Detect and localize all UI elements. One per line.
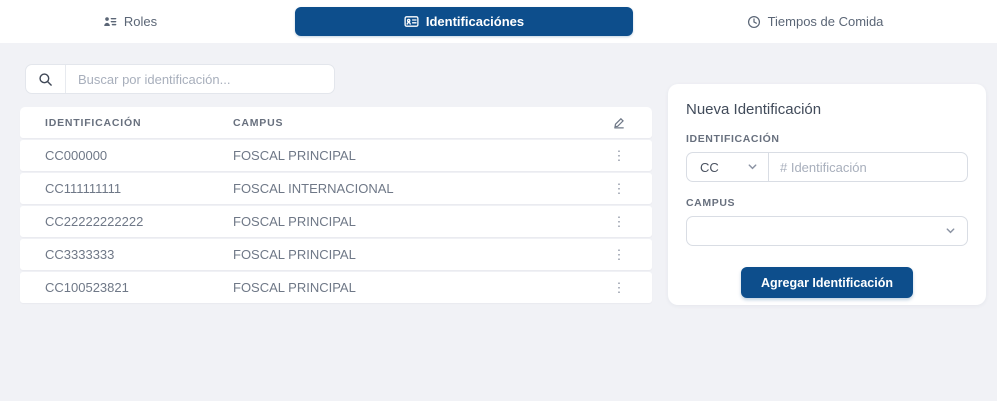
row-menu-button[interactable]: ⋮: [607, 147, 632, 164]
roles-icon: [103, 15, 117, 29]
tab-roles[interactable]: Roles: [20, 0, 240, 43]
row-menu-button[interactable]: ⋮: [607, 213, 632, 230]
row-menu-button[interactable]: ⋮: [607, 246, 632, 263]
row-campus: FOSCAL PRINCIPAL: [233, 214, 356, 229]
tab-tiempos-label: Tiempos de Comida: [767, 14, 884, 29]
row-identificacion: CC111111111: [45, 181, 122, 196]
table-row: CC100523821 FOSCAL PRINCIPAL ⋮: [20, 272, 652, 303]
panel-title: Nueva Identificación: [686, 101, 822, 118]
table-row: CC22222222222 FOSCAL PRINCIPAL ⋮: [20, 206, 652, 237]
search-input[interactable]: [66, 65, 334, 93]
edit-icon: [586, 116, 652, 130]
identificacion-label: IDENTIFICACIÓN: [686, 133, 780, 145]
table-row: CC111111111 FOSCAL INTERNACIONAL ⋮: [20, 173, 652, 204]
campus-select[interactable]: [686, 216, 968, 246]
id-type-select[interactable]: CC: [686, 152, 768, 182]
table-row: CC3333333 FOSCAL PRINCIPAL ⋮: [20, 239, 652, 270]
row-menu-button[interactable]: ⋮: [607, 279, 632, 296]
row-identificacion: CC3333333: [45, 247, 115, 262]
row-identificacion: CC22222222222: [45, 214, 144, 229]
new-identification-panel: Nueva Identificación IDENTIFICACIÓN CC C…: [668, 84, 986, 305]
search-icon: [26, 65, 66, 93]
row-menu-button[interactable]: ⋮: [607, 180, 632, 197]
column-header-identificacion: IDENTIFICACIÓN: [45, 116, 142, 129]
row-campus: FOSCAL PRINCIPAL: [233, 280, 356, 295]
top-tab-bar: Roles Identificaciónes Tiempos de Comida: [0, 0, 997, 43]
chevron-down-icon: [945, 224, 956, 239]
row-campus: FOSCAL PRINCIPAL: [233, 148, 356, 163]
clock-icon: [747, 15, 761, 29]
search-box: [25, 64, 335, 94]
id-number-input[interactable]: [768, 152, 968, 182]
chevron-down-icon: [747, 160, 758, 175]
table-row: CC000000 FOSCAL PRINCIPAL ⋮: [20, 140, 652, 171]
campus-label: CAMPUS: [686, 197, 736, 209]
id-type-value: CC: [700, 159, 719, 175]
tab-identificaciones-label: Identificaciónes: [425, 14, 525, 29]
tab-tiempos-de-comida[interactable]: Tiempos de Comida: [690, 0, 940, 43]
row-identificacion: CC100523821: [45, 280, 129, 295]
row-identificacion: CC000000: [45, 148, 108, 163]
column-header-campus: CAMPUS: [233, 116, 284, 129]
table-header-row: IDENTIFICACIÓN CAMPUS: [20, 107, 652, 138]
identifications-table: IDENTIFICACIÓN CAMPUS CC000000 FOSCAL PR…: [20, 107, 652, 305]
tab-identificaciones[interactable]: Identificaciónes: [295, 7, 633, 36]
row-campus: FOSCAL INTERNACIONAL: [233, 181, 394, 196]
row-campus: FOSCAL PRINCIPAL: [233, 247, 356, 262]
add-identification-button[interactable]: Agregar Identificación: [741, 267, 913, 298]
id-card-icon: [404, 14, 419, 29]
tab-roles-label: Roles: [123, 14, 158, 29]
